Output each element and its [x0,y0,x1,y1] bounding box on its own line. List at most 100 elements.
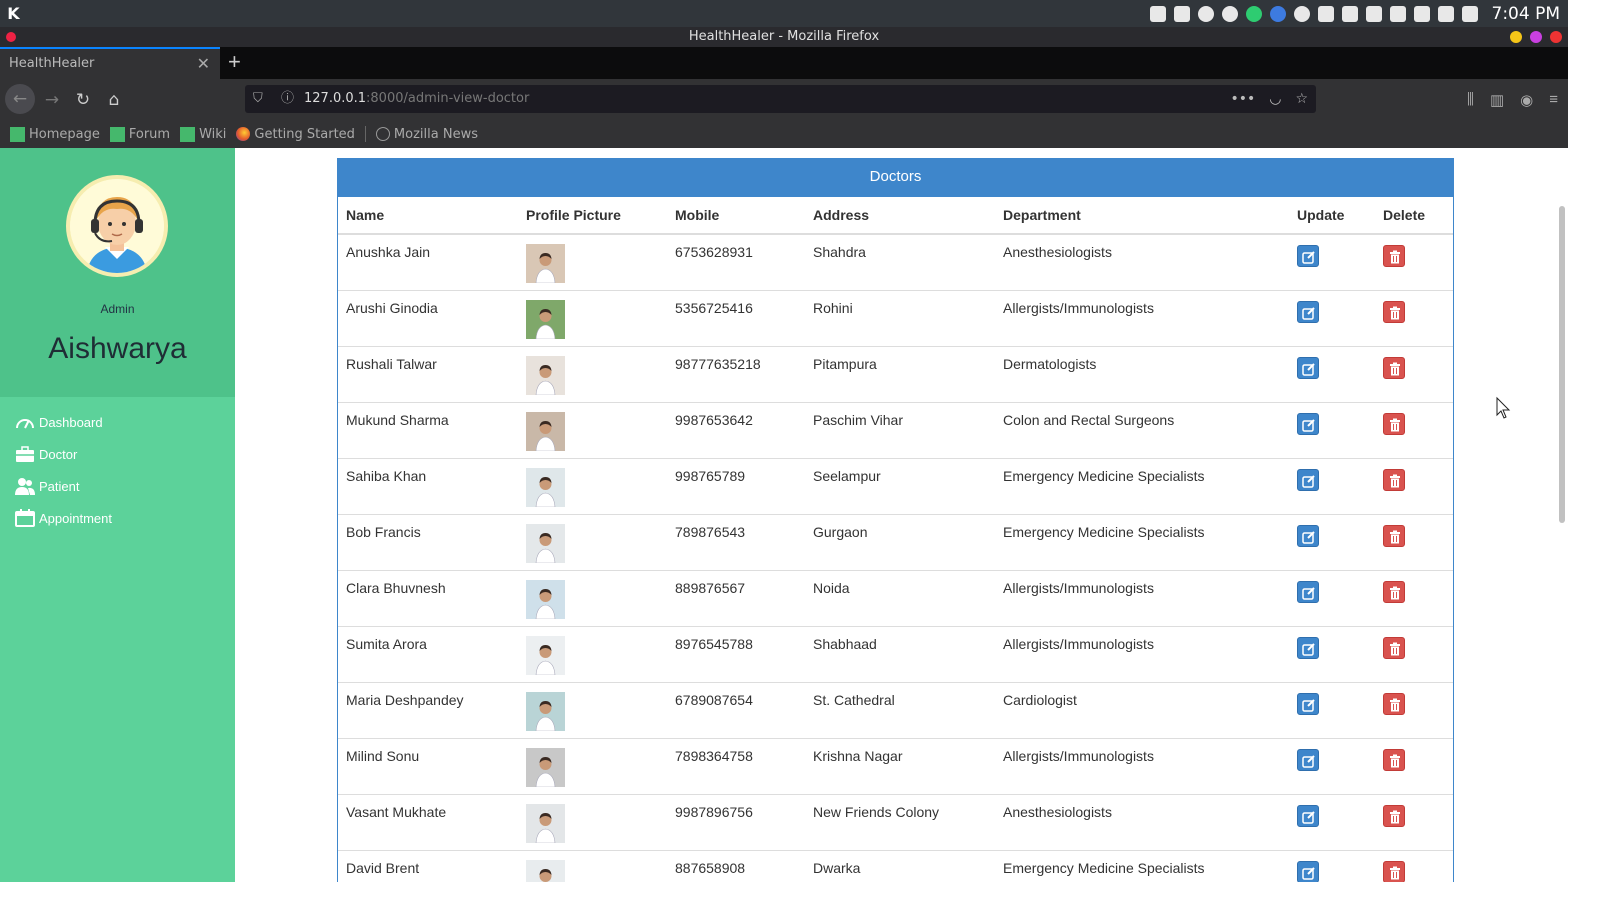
home-button[interactable]: ⌂ [108,90,120,110]
vpn-icon[interactable] [1222,5,1238,22]
sidebar-item-dashboard[interactable]: Dashboard [0,406,235,438]
page-scrollbar[interactable] [1554,148,1568,882]
new-tab-button[interactable]: + [228,49,241,74]
column-header-mobile: Mobile [667,197,805,235]
window-title-bar: HealthHealer - Mozilla Firefox [0,27,1568,47]
update-button[interactable] [1297,412,1319,435]
update-button[interactable] [1297,245,1319,267]
mouse-cursor [1496,396,1511,419]
update-button[interactable] [1297,636,1319,659]
bookmark-label: Homepage [29,126,100,142]
bookmark-homepage[interactable]: Homepage [10,126,100,142]
cell-department: Anesthesiologists [995,233,1289,290]
panel-title: Doctors [338,159,1453,197]
cell-address: Paschim Vihar [805,401,995,458]
trash-icon [1390,642,1400,655]
tab-healthhealer[interactable]: HealthHealer ✕ [0,47,220,79]
delete-button[interactable] [1383,468,1405,491]
delete-button[interactable] [1383,412,1405,435]
bookmark-wiki[interactable]: Wiki [180,126,226,142]
sidebar-item-patient[interactable]: Patient [0,470,235,502]
page-actions-icon[interactable]: ••• [1230,91,1256,107]
display-icon[interactable] [1342,5,1358,22]
update-button[interactable] [1297,524,1319,547]
tray-expand-icon[interactable] [1462,5,1478,22]
delete-button[interactable] [1383,245,1405,267]
update-button[interactable] [1297,860,1319,882]
site-info-icon[interactable]: ⓘ [281,91,295,106]
update-button[interactable] [1297,300,1319,323]
table-row: Sahiba Khan 998765789 Seelampur Emergency M… [338,457,1453,514]
network-icon[interactable] [1198,5,1214,22]
table-row: Mukund Sharma 9987653642 Paschim Vihar Colo… [338,401,1453,458]
delete-button[interactable] [1383,860,1405,882]
column-header-name: Name [338,197,518,235]
update-button[interactable] [1297,356,1319,379]
table-row: Vasant Mukhate 9987896756 New Friends Colo… [338,793,1453,850]
wifi-icon[interactable] [1438,5,1454,22]
reload-button[interactable]: ↻ [75,90,91,110]
close-window-button[interactable] [1550,31,1562,43]
url-bar[interactable]: ⛉ ⓘ 127.0.0.1:8000/admin-view-doctor •••… [245,85,1316,113]
calendar-icon [15,509,35,527]
shield-icon[interactable] [1318,5,1334,22]
forward-button[interactable]: → [44,90,60,110]
delete-button[interactable] [1383,748,1405,771]
delete-button[interactable] [1383,804,1405,827]
edit-icon [1302,362,1315,376]
bookmark-mozilla-news[interactable]: Mozilla News [375,127,478,142]
sidebar-item-doctor[interactable]: Doctor [0,438,235,470]
cell-delete [1375,793,1453,850]
cell-delete [1375,737,1453,794]
cell-profile-picture [518,569,667,626]
update-button[interactable] [1297,468,1319,491]
sidebar-item-appointment[interactable]: Appointment [0,502,235,534]
account-icon[interactable]: ◉ [1520,92,1534,109]
minimize-button[interactable] [1510,31,1522,43]
delete-button[interactable] [1383,636,1405,659]
notes-icon[interactable] [1174,5,1190,22]
tracking-shield-icon[interactable]: ⛉ [253,91,263,106]
delete-button[interactable] [1383,580,1405,603]
close-tab-icon[interactable]: ✕ [196,54,210,73]
cell-update [1289,345,1375,402]
cell-profile-picture [518,457,667,514]
bookmark-getting-started[interactable]: Getting Started [236,127,355,142]
cell-address: Seelampur [805,457,995,514]
bookmark-forum[interactable]: Forum [109,126,170,142]
update-button[interactable] [1297,804,1319,827]
table-row: Rushali Talwar 98777635218 Pitampura Dermat… [338,345,1453,402]
cell-department: Allergists/Immunologists [995,289,1289,346]
doctor-profile-picture [526,747,565,787]
maximize-button[interactable] [1530,31,1542,43]
volume-icon[interactable] [1366,5,1382,22]
clock[interactable]: 7:04 PM [1491,4,1561,24]
edit-icon [1302,306,1315,320]
whatsapp-icon[interactable] [1294,5,1310,22]
chrome-icon[interactable] [1270,5,1286,22]
update-button[interactable] [1297,692,1319,715]
status-icon[interactable] [1246,5,1262,22]
cell-update [1289,401,1375,458]
cell-address: Pitampura [805,345,995,402]
delete-button[interactable] [1383,524,1405,547]
scrollbar-thumb[interactable] [1559,206,1565,523]
sidebar-toggle-icon[interactable]: ▥ [1489,92,1505,109]
back-button[interactable]: ← [5,84,35,114]
microphone-icon[interactable] [1414,5,1430,22]
edit-icon [1302,474,1315,488]
update-button[interactable] [1297,580,1319,603]
clipboard-icon[interactable] [1150,5,1166,22]
library-icon[interactable]: ⫼ [1467,91,1474,108]
kde-logo-icon[interactable]: K [7,4,20,23]
delete-button[interactable] [1383,692,1405,715]
cell-address: Gurgaon [805,513,995,570]
update-button[interactable] [1297,748,1319,771]
pocket-icon[interactable]: ◡ [1269,91,1282,107]
battery-icon[interactable] [1390,5,1406,22]
delete-button[interactable] [1383,356,1405,379]
bookmark-star-icon[interactable]: ☆ [1295,91,1308,107]
delete-button[interactable] [1383,300,1405,323]
app-menu-icon[interactable]: ≡ [1549,91,1558,108]
cell-profile-picture [518,681,667,738]
